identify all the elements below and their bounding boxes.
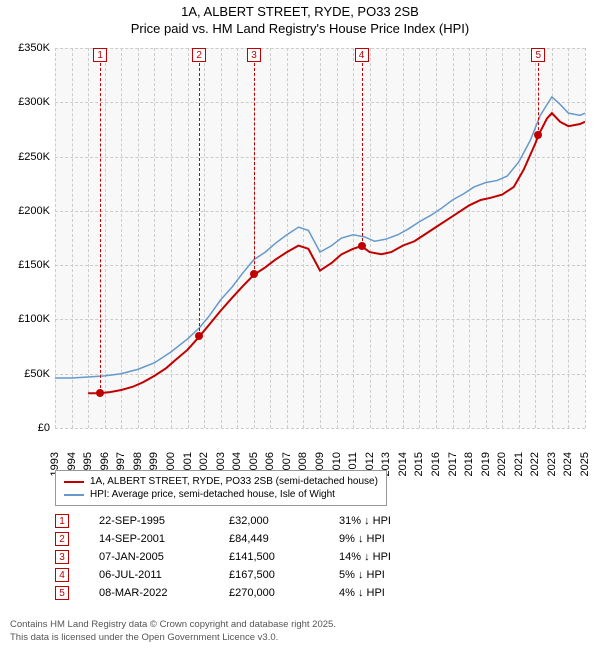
y-tick-label: £200K [0, 205, 50, 217]
series-line [55, 97, 585, 378]
event-delta: 31% ↓ HPI [339, 515, 459, 527]
marker-box: 5 [531, 48, 545, 62]
marker-box: 3 [247, 48, 261, 62]
title-block: 1A, ALBERT STREET, RYDE, PO33 2SB Price … [0, 0, 600, 38]
grid-line-v [585, 48, 586, 428]
event-price: £270,000 [229, 587, 339, 599]
marker-line [254, 63, 255, 274]
marker-dot [195, 332, 203, 340]
marker-box: 2 [192, 48, 206, 62]
event-number: 4 [55, 568, 69, 582]
event-row: 3 07-JAN-2005£141,50014% ↓ HPI [55, 548, 459, 566]
footer-line-2: This data is licensed under the Open Gov… [10, 632, 336, 644]
title-line-1: 1A, ALBERT STREET, RYDE, PO33 2SB [0, 4, 600, 21]
y-tick-label: £100K [0, 313, 50, 325]
event-delta: 4% ↓ HPI [339, 587, 459, 599]
chart-container: 1A, ALBERT STREET, RYDE, PO33 2SB Price … [0, 0, 600, 650]
marker-line [362, 63, 363, 246]
event-date: 22-SEP-1995 [99, 515, 229, 527]
x-tick-label: 2023 [546, 452, 558, 476]
x-tick-label: 2014 [397, 452, 409, 476]
event-price: £32,000 [229, 515, 339, 527]
legend-label-2: HPI: Average price, semi-detached house,… [90, 489, 335, 500]
marker-box: 1 [93, 48, 107, 62]
event-price: £167,500 [229, 569, 339, 581]
x-tick-label: 2022 [529, 452, 541, 476]
legend-swatch-blue [64, 494, 84, 496]
event-row: 1 22-SEP-1995£32,00031% ↓ HPI [55, 512, 459, 530]
event-row: 4 06-JUL-2011£167,5005% ↓ HPI [55, 566, 459, 584]
legend-swatch-red [64, 481, 84, 483]
event-number: 3 [55, 550, 69, 564]
x-tick-label: 2024 [562, 452, 574, 476]
chart-area: 12345 £0£50K£100K£150K£200K£250K£300K£35… [55, 48, 585, 428]
x-tick-label: 2015 [413, 452, 425, 476]
title-line-2: Price paid vs. HM Land Registry's House … [0, 21, 600, 38]
footer: Contains HM Land Registry data © Crown c… [10, 619, 336, 644]
event-table: 1 22-SEP-1995£32,00031% ↓ HPI 2 14-SEP-2001… [55, 512, 459, 602]
event-number: 1 [55, 514, 69, 528]
x-tick-label: 2021 [513, 452, 525, 476]
event-date: 08-MAR-2022 [99, 587, 229, 599]
event-date: 07-JAN-2005 [99, 551, 229, 563]
series-line [88, 113, 585, 393]
footer-line-1: Contains HM Land Registry data © Crown c… [10, 619, 336, 631]
y-tick-label: £250K [0, 151, 50, 163]
marker-box: 4 [355, 48, 369, 62]
marker-line [100, 63, 101, 393]
marker-line [538, 63, 539, 135]
event-number: 2 [55, 532, 69, 546]
event-number: 5 [55, 586, 69, 600]
event-date: 14-SEP-2001 [99, 533, 229, 545]
y-tick-label: £0 [0, 422, 50, 434]
x-tick-label: 2019 [480, 452, 492, 476]
x-tick-label: 2016 [430, 452, 442, 476]
y-tick-label: £350K [0, 42, 50, 54]
marker-dot [250, 270, 258, 278]
grid-line-h [55, 428, 585, 429]
event-row: 2 14-SEP-2001£84,4499% ↓ HPI [55, 530, 459, 548]
x-tick-label: 2017 [447, 452, 459, 476]
event-price: £141,500 [229, 551, 339, 563]
marker-dot [96, 389, 104, 397]
y-tick-label: £50K [0, 368, 50, 380]
marker-dot [534, 131, 542, 139]
line-layer [55, 48, 585, 428]
legend-row-1: 1A, ALBERT STREET, RYDE, PO33 2SB (semi-… [64, 475, 378, 488]
event-row: 5 08-MAR-2022£270,0004% ↓ HPI [55, 584, 459, 602]
x-tick-label: 2020 [496, 452, 508, 476]
legend-label-1: 1A, ALBERT STREET, RYDE, PO33 2SB (semi-… [90, 476, 378, 487]
event-delta: 9% ↓ HPI [339, 533, 459, 545]
x-tick-label: 2025 [579, 452, 591, 476]
event-delta: 14% ↓ HPI [339, 551, 459, 563]
y-tick-label: £150K [0, 259, 50, 271]
legend-row-2: HPI: Average price, semi-detached house,… [64, 488, 378, 501]
event-price: £84,449 [229, 533, 339, 545]
y-tick-label: £300K [0, 96, 50, 108]
x-tick-label: 2018 [463, 452, 475, 476]
legend: 1A, ALBERT STREET, RYDE, PO33 2SB (semi-… [55, 470, 387, 506]
event-date: 06-JUL-2011 [99, 569, 229, 581]
event-delta: 5% ↓ HPI [339, 569, 459, 581]
marker-dot [358, 242, 366, 250]
marker-line [199, 63, 200, 336]
